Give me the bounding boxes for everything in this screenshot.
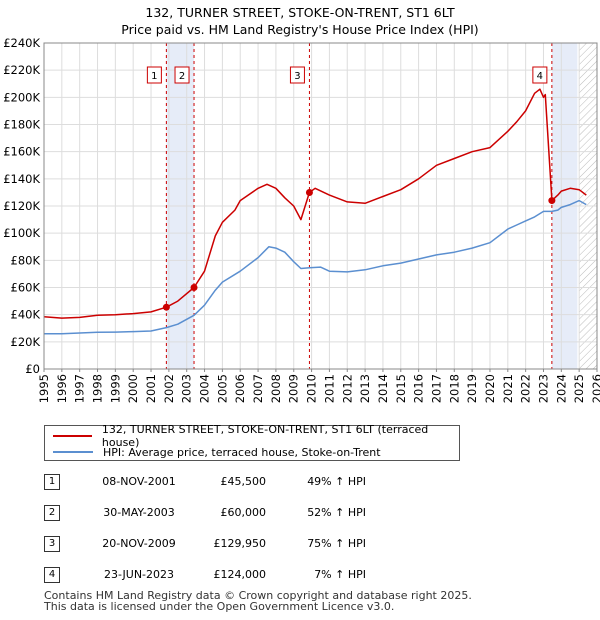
row-hpi: 75% ↑ HPI [307,537,366,550]
x-tick-label: 2015 [394,374,408,403]
x-tick-label: 2016 [412,374,426,403]
row-number-badge: 2 [44,505,60,521]
row-number-badge: 4 [44,567,60,583]
footer: Contains HM Land Registry data © Crown c… [44,590,472,612]
transaction-point-4 [548,197,556,205]
x-tick-label: 2001 [144,374,158,403]
y-tick-label: £160K [3,145,40,159]
row-price: £129,950 [213,537,267,550]
row-hpi: 7% ↑ HPI [314,568,366,581]
y-tick-label: £220K [3,63,40,77]
transaction-label-box-2 [174,66,190,84]
x-tick-label: 2006 [233,374,247,403]
x-tick-label: 1999 [108,374,122,403]
row-price: £60,000 [220,506,267,519]
x-tick-label: 2005 [215,374,229,403]
x-tick-label: 2020 [483,374,497,403]
x-tick-label: 2003 [180,374,194,403]
row-price: £124,000 [213,568,267,581]
x-tick-label: 2002 [162,374,176,403]
x-tick-label: 2004 [198,374,212,403]
table-row: 1 08-NOV-2001 £45,500 49% ↑ HPI [44,474,464,492]
property-series-line [43,88,587,319]
transaction-point-1 [162,303,170,311]
x-tick-label: 2000 [126,374,140,403]
x-tick-label: 2022 [519,374,533,403]
row-date: 30-MAY-2003 [103,506,175,519]
transaction-label-3: 3 [294,71,300,82]
row-date: 23-JUN-2023 [103,568,175,581]
x-tick-label: 2017 [429,374,443,403]
x-tick-label: 2026 [590,374,600,403]
x-tick-label: 1995 [37,374,51,403]
transaction-label-1: 1 [151,71,157,82]
hpi-series-line [44,199,587,335]
x-tick-label: 2010 [305,374,319,403]
y-tick-label: £100K [3,226,40,240]
y-tick-label: £200K [3,90,40,104]
row-number-badge: 1 [44,474,60,490]
table-row: 2 30-MAY-2003 £60,000 52% ↑ HPI [44,505,464,523]
row-number-badge: 3 [44,536,60,552]
transaction-label-4: 4 [537,71,543,82]
x-tick-label: 2018 [447,374,461,403]
x-tick-label: 2021 [501,374,515,403]
x-tick-label: 2014 [376,374,390,403]
plot-border [43,42,598,370]
transaction-label-box-1 [146,66,162,84]
transaction-point-2 [190,284,198,291]
x-tick-label: 1998 [91,374,105,403]
legend-swatch-hpi [53,451,93,453]
legend: 132, TURNER STREET, STOKE-ON-TRENT, ST1 … [44,423,460,461]
footer-licence: This data is licensed under the Open Gov… [44,600,395,613]
x-tick-label: 2013 [358,374,372,403]
row-date: 08-NOV-2001 [102,475,176,488]
chart-title: 132, TURNER STREET, STOKE-ON-TRENT, ST1 … [0,4,600,38]
y-tick-label: £80K [11,253,41,267]
legend-label-hpi: HPI: Average price, terraced house, Stok… [103,445,381,459]
chart-title-line2: Price paid vs. HM Land Registry's House … [121,22,479,37]
table-row: 4 23-JUN-2023 £124,000 7% ↑ HPI [44,567,464,585]
x-tick-label: 2009 [287,374,301,403]
x-tick-label: 1996 [55,374,69,403]
y-tick-label: £0 [25,362,40,376]
row-price: £45,500 [220,475,267,488]
x-tick-label: 2023 [536,374,550,403]
row-date: 20-NOV-2009 [102,537,176,550]
legend-item-property: 132, TURNER STREET, STOKE-ON-TRENT, ST1 … [53,423,459,449]
y-tick-label: £60K [11,281,41,295]
legend-label-property: 132, TURNER STREET, STOKE-ON-TRENT, ST1 … [101,423,429,449]
y-tick-label: £240K [3,36,40,50]
x-tick-label: 2019 [465,374,479,403]
legend-swatch-property [53,435,92,437]
x-tick-label: 2011 [322,374,336,403]
transaction-label-2: 2 [179,71,185,82]
x-tick-label: 2025 [572,374,586,403]
y-tick-label: £20K [11,335,41,349]
x-tick-label: 1997 [73,374,87,403]
y-tick-label: £120K [3,199,40,213]
row-hpi: 49% ↑ HPI [307,475,366,488]
footer-copyright: Contains HM Land Registry data © Crown c… [44,589,472,602]
transaction-label-box-3 [289,66,305,84]
transaction-label-box-4 [532,66,548,84]
legend-item-hpi: HPI: Average price, terraced house, Stok… [53,444,381,460]
x-tick-label: 2012 [340,374,354,403]
x-tick-label: 2007 [251,374,265,403]
row-hpi: 52% ↑ HPI [307,506,366,519]
chart-svg: 1 2 3 4 £0 £20K £40K £60K £80K £100K £120K £140K £16… [3,36,600,403]
table-row: 3 20-NOV-2009 £129,950 75% ↑ HPI [44,536,464,554]
x-tick-label: 2024 [554,374,568,403]
y-tick-label: £180K [3,118,40,132]
chart-title-line1: 132, TURNER STREET, STOKE-ON-TRENT, ST1 … [145,5,455,20]
x-tick-label: 2008 [269,374,283,403]
transaction-point-3 [305,188,313,196]
y-tick-label: £140K [3,172,40,186]
y-tick-label: £40K [11,308,41,322]
